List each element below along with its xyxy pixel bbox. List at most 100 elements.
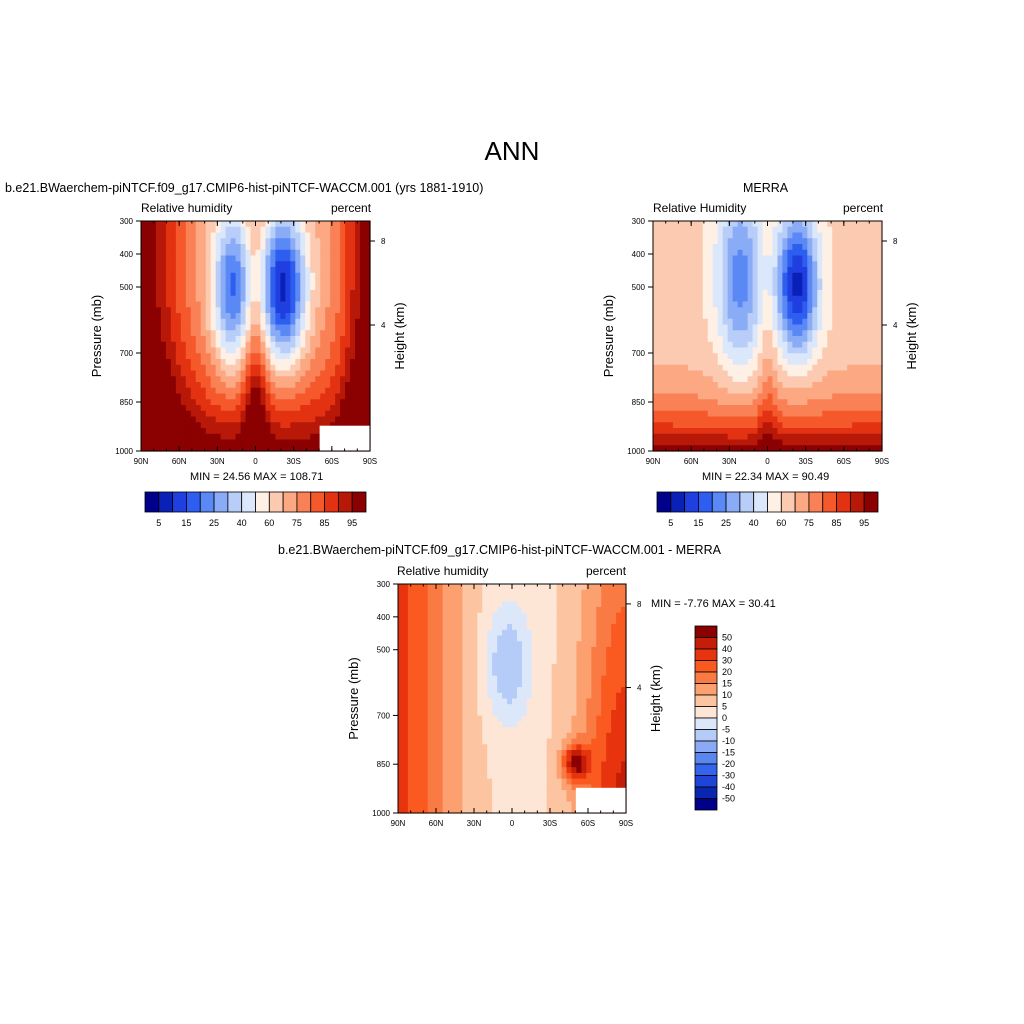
panel2-cell	[747, 433, 754, 441]
panel1-cell	[225, 261, 232, 268]
panel1-cell	[340, 341, 346, 349]
panel3-cell	[442, 778, 449, 785]
panel2-cell	[792, 255, 798, 262]
panel1-cell	[240, 221, 247, 228]
panel2-cell	[877, 313, 883, 320]
panel2-cell	[722, 267, 729, 274]
panel2-cell	[692, 324, 699, 331]
panel3-cell	[412, 755, 419, 763]
panel1-cell	[230, 313, 237, 320]
panel1-cell	[315, 347, 321, 354]
panel1-cell	[335, 232, 341, 239]
panel1-cell	[320, 376, 326, 383]
panel1-cell	[290, 359, 296, 366]
panel1-cell	[310, 433, 316, 441]
panel2-cell	[807, 353, 813, 360]
panel2-cell	[852, 284, 858, 291]
panel1-cell	[220, 382, 227, 389]
panel2-cell	[837, 439, 843, 446]
panel1-cell	[150, 313, 157, 320]
panel3-cell	[412, 641, 419, 648]
panel2-cell	[852, 433, 858, 441]
panel3-cell	[457, 795, 464, 803]
panel1-cell	[230, 284, 237, 291]
panel2-cell	[837, 272, 843, 280]
panel2-cell	[757, 393, 764, 400]
panel1-cell	[315, 341, 321, 349]
panel1-cell	[175, 336, 182, 343]
panel2-cell	[822, 353, 828, 360]
panel1-cell	[185, 290, 192, 297]
panel1-cell	[250, 249, 257, 257]
panel2-cell	[653, 232, 659, 239]
panel1-cell	[250, 347, 257, 354]
panel1-cell	[145, 422, 152, 429]
panel3-cell	[447, 755, 454, 763]
panel1-cell	[165, 238, 172, 245]
panel1-cell	[345, 324, 351, 331]
panel1-cell	[200, 336, 207, 343]
panel2-cell	[817, 330, 823, 337]
panel2-cell	[717, 376, 724, 383]
panel3-cell	[521, 646, 528, 654]
panel2-cell	[692, 428, 699, 435]
panel3-cell	[477, 715, 483, 722]
panel1-cell	[141, 359, 147, 366]
panel3-cell	[482, 790, 488, 797]
panel1-cell	[295, 439, 301, 446]
panel1-cell	[280, 439, 286, 446]
panel3-cell	[477, 646, 483, 654]
panel2-cell	[812, 399, 818, 406]
panel2-cell	[807, 318, 813, 326]
panel1-cell	[365, 399, 371, 406]
panel1-cell	[250, 433, 257, 441]
panel2-cell	[777, 232, 784, 239]
panel3-cell	[412, 595, 419, 602]
panel1-cell	[141, 341, 147, 349]
panel2-cell	[832, 341, 838, 349]
panel2-cell	[737, 376, 744, 383]
panel2-cell	[817, 422, 823, 429]
panel2-cell	[732, 353, 739, 360]
panel1-cell	[195, 359, 202, 366]
panel1-cell	[210, 405, 217, 412]
panel2-cell	[667, 422, 674, 429]
panel2-cell	[872, 295, 878, 303]
panel1-cell	[325, 232, 331, 239]
panel1-cell	[240, 410, 247, 418]
panel2-cell	[862, 267, 868, 274]
panel2-cell	[692, 433, 699, 441]
panel1-cell	[165, 221, 172, 228]
panel1-cell	[305, 313, 311, 320]
panel2-cell	[767, 238, 774, 245]
panel2-cell	[682, 232, 689, 239]
panel2-cell	[867, 284, 873, 291]
panel2-cell	[857, 290, 863, 297]
panel2-title: MERRA	[743, 181, 789, 195]
panel1-cell	[200, 255, 207, 262]
panel1-cell	[185, 238, 192, 245]
panel3-cell	[452, 727, 459, 734]
panel2-cell	[707, 370, 714, 377]
panel1-cell	[215, 359, 222, 366]
panel1-cell	[340, 318, 346, 326]
panel3-cell	[447, 744, 454, 751]
panel2-cell	[827, 226, 833, 234]
panel3-cell	[507, 795, 513, 803]
panel1-cell	[255, 422, 262, 429]
panel2-cell	[862, 318, 868, 326]
panel3-cell	[467, 612, 473, 619]
panel2-cell	[717, 341, 724, 349]
panel3-cell	[457, 669, 464, 677]
panel1-cell	[340, 416, 346, 423]
panel2-cell	[802, 416, 808, 423]
panel1-cell	[360, 238, 366, 245]
panel3-cell	[412, 664, 419, 671]
panel3-cell	[472, 664, 478, 671]
panel1-cell	[180, 364, 187, 372]
panel2-cell	[862, 272, 868, 280]
panel2-cell	[752, 290, 759, 297]
panel3-cell	[427, 727, 434, 734]
panel1-cell	[175, 244, 182, 251]
panel1-cell	[365, 313, 371, 320]
